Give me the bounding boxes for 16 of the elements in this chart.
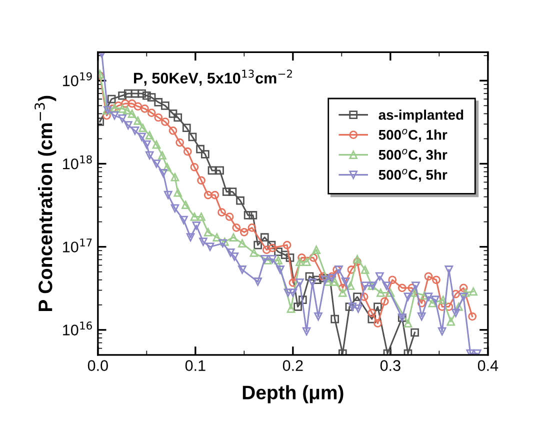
legend-label: as-implanted xyxy=(378,110,464,123)
legend-label: 500$^{o}$C, 5hr xyxy=(378,168,448,182)
x-tick-label: 0.1 xyxy=(185,360,206,371)
legend-label: 500$^{o}$C, 3hr xyxy=(378,148,448,162)
x-tick-label: 0.4 xyxy=(478,360,498,371)
y-tick-label: 10$^{18}$ xyxy=(63,155,92,170)
annotation: P, 50KeV, 5x10$^{13}$cm$^{−2}$ xyxy=(134,70,292,86)
x-tick-label: 0.3 xyxy=(380,360,400,371)
legend-label: 500$^{o}$C, 1hr xyxy=(378,128,448,142)
x-tick-label: 0.2 xyxy=(282,360,303,371)
y-axis-title: P Concentration (cm$^{−3}$) xyxy=(34,96,56,312)
x-axis-title: Depth (μm) xyxy=(242,385,344,404)
y-tick-label: 10$^{16}$ xyxy=(63,322,92,336)
y-tick-label: 10$^{19}$ xyxy=(63,72,92,86)
x-tick-label: 0.0 xyxy=(88,360,108,371)
y-tick-label: 10$^{17}$ xyxy=(63,238,92,252)
